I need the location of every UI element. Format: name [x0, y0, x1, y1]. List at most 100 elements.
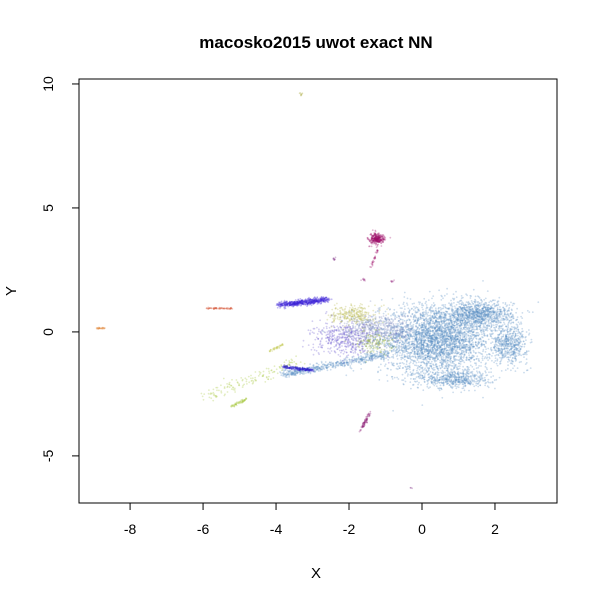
data-point	[430, 360, 433, 363]
data-point	[402, 351, 404, 354]
data-point	[464, 339, 467, 342]
data-point	[513, 330, 515, 333]
data-point	[467, 331, 470, 334]
data-point	[417, 346, 420, 349]
data-point	[451, 350, 453, 353]
data-point	[434, 351, 437, 354]
data-point	[468, 314, 471, 316]
data-point	[385, 346, 388, 349]
data-point	[421, 312, 424, 315]
data-point	[441, 365, 444, 368]
data-point	[452, 312, 455, 315]
data-point	[480, 342, 483, 345]
data-point	[447, 334, 449, 336]
data-point	[421, 353, 424, 355]
data-point	[455, 324, 457, 327]
data-point	[464, 340, 467, 343]
data-point	[434, 304, 436, 306]
data-point	[476, 344, 479, 347]
data-point	[401, 373, 404, 376]
data-point	[501, 356, 504, 359]
data-point	[402, 303, 405, 305]
data-point	[475, 364, 477, 366]
data-point	[412, 323, 415, 326]
data-point	[467, 352, 470, 354]
data-point	[490, 323, 492, 325]
data-point	[445, 356, 447, 359]
data-point	[447, 351, 449, 354]
data-point	[421, 304, 423, 306]
data-point	[409, 327, 412, 330]
data-point	[441, 344, 444, 346]
data-point	[449, 312, 451, 315]
data-point	[500, 351, 503, 354]
data-point	[510, 308, 513, 311]
data-point	[444, 327, 447, 330]
data-point	[435, 319, 438, 322]
data-point	[482, 319, 484, 322]
data-point	[430, 343, 433, 346]
data-point	[421, 332, 424, 334]
data-point	[398, 325, 401, 328]
data-point	[371, 354, 374, 357]
data-point	[507, 314, 510, 316]
data-point	[530, 338, 533, 341]
data-point	[461, 303, 463, 306]
data-point	[506, 367, 509, 370]
data-point	[512, 350, 514, 353]
data-point	[406, 333, 409, 336]
data-point	[431, 338, 433, 341]
data-point	[514, 336, 516, 338]
data-point	[417, 375, 420, 378]
data-point	[447, 307, 450, 310]
data-point	[480, 361, 482, 364]
data-point	[463, 325, 466, 328]
data-point	[397, 378, 400, 380]
data-point	[440, 317, 443, 319]
data-point	[471, 354, 474, 357]
data-point	[482, 310, 485, 312]
data-point	[428, 350, 430, 353]
data-point	[409, 357, 412, 360]
data-point	[465, 336, 468, 339]
data-point	[472, 320, 475, 323]
data-point	[433, 304, 436, 307]
data-point	[395, 316, 398, 319]
data-point	[490, 371, 492, 374]
data-point	[430, 311, 432, 314]
data-point	[411, 325, 413, 327]
data-point	[406, 345, 408, 348]
data-point	[440, 335, 443, 337]
data-point	[448, 302, 450, 305]
data-point	[375, 330, 378, 333]
data-point	[454, 345, 457, 348]
data-point	[442, 337, 444, 340]
data-point	[322, 330, 324, 333]
data-point	[432, 363, 434, 366]
data-point	[451, 345, 454, 348]
data-point	[425, 358, 428, 361]
data-point	[450, 313, 453, 315]
data-point	[407, 307, 410, 310]
data-point	[385, 342, 388, 344]
data-point	[403, 342, 406, 344]
data-point	[489, 307, 491, 310]
data-point	[460, 344, 463, 347]
data-point	[415, 339, 418, 341]
data-point	[439, 352, 441, 355]
data-point	[370, 350, 372, 353]
data-point	[442, 350, 445, 353]
data-point	[427, 352, 430, 355]
data-point	[446, 287, 448, 290]
data-point	[506, 356, 508, 359]
data-point	[369, 319, 372, 321]
data-point	[413, 348, 416, 350]
data-point	[414, 338, 417, 341]
data-point	[443, 328, 446, 331]
data-point	[458, 346, 461, 348]
data-point	[403, 308, 406, 310]
data-point	[403, 349, 406, 352]
data-point	[443, 294, 446, 297]
data-point	[397, 322, 399, 325]
data-point	[425, 345, 428, 347]
